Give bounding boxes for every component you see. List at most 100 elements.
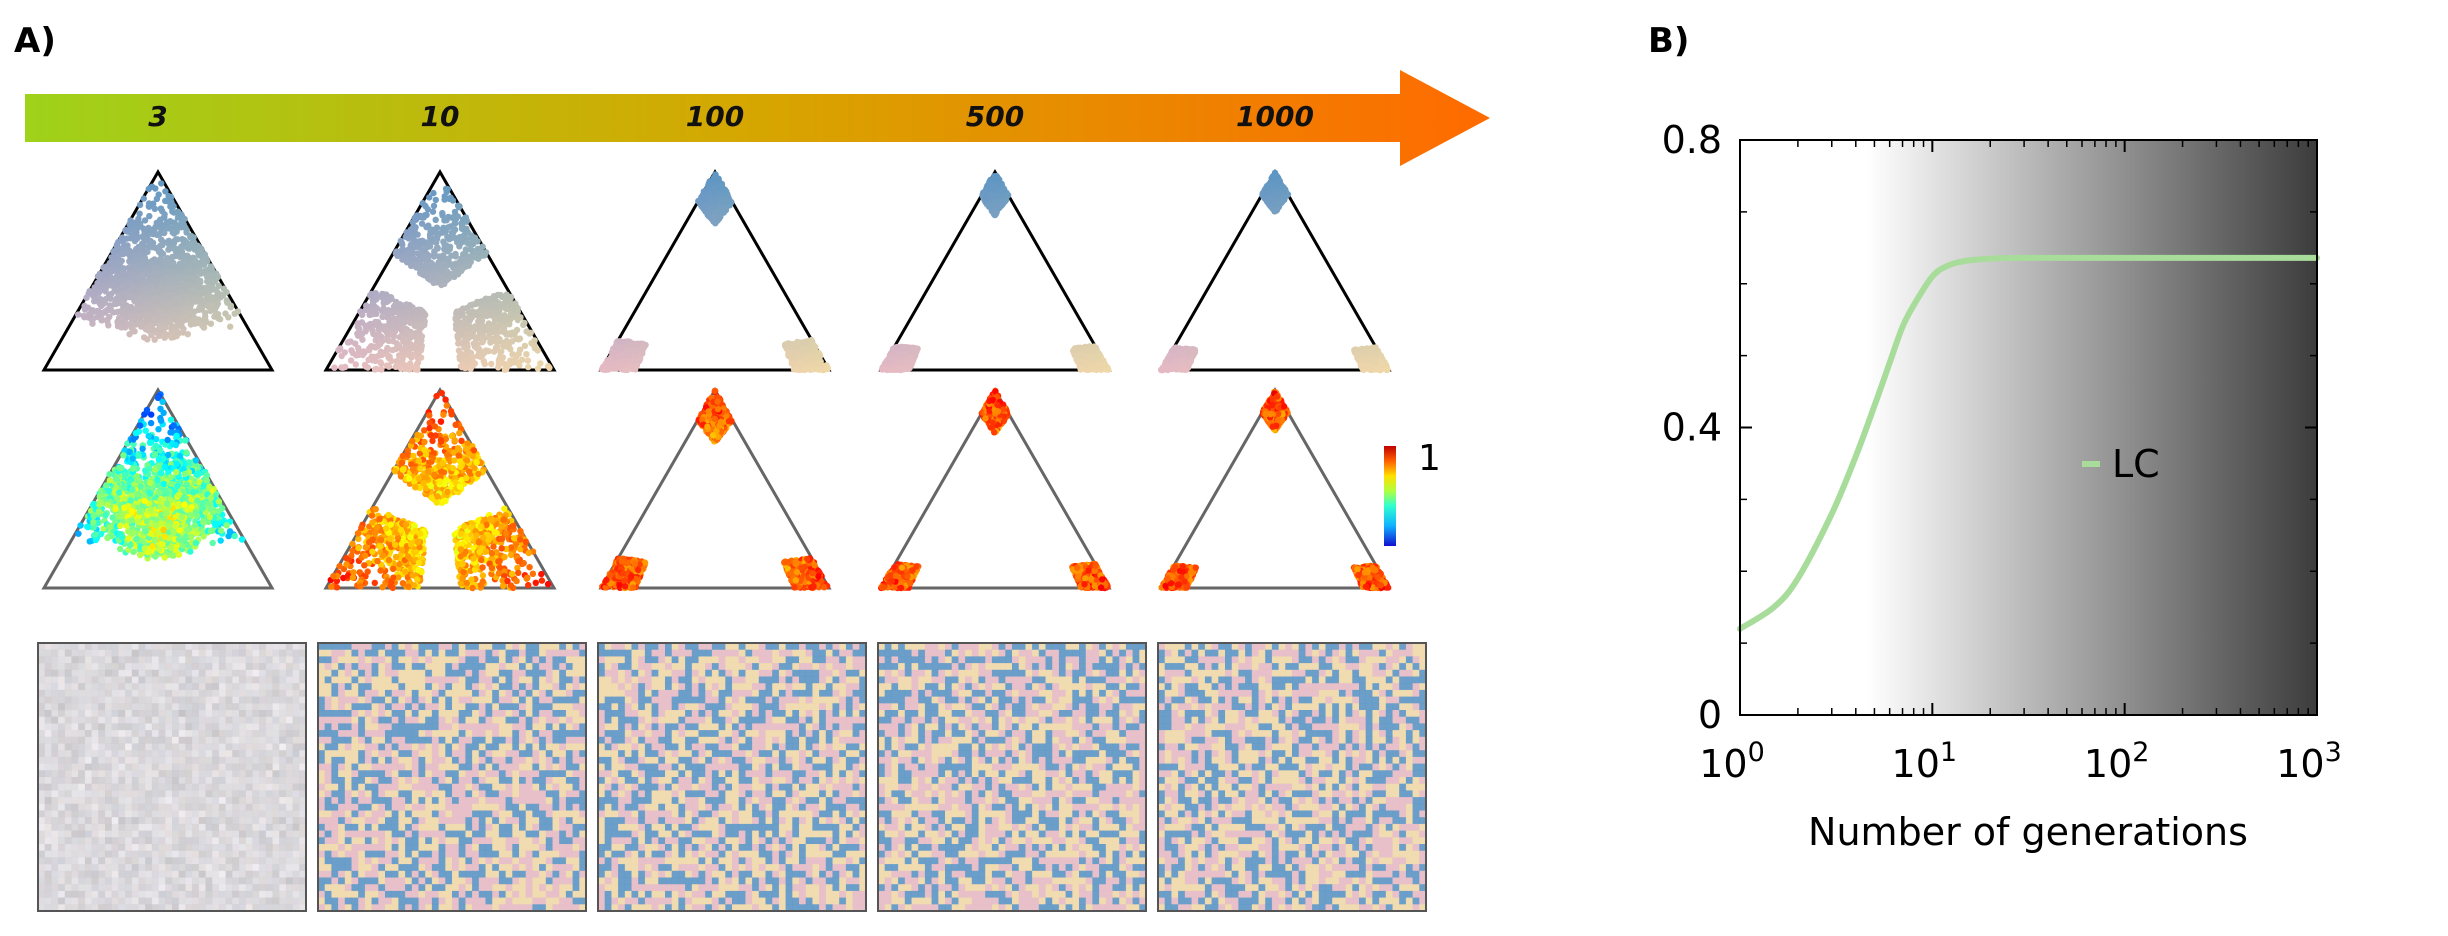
simplex-point [486, 325, 492, 331]
simplex-point [516, 362, 522, 368]
simplex-point [378, 333, 384, 339]
simplex-point [894, 344, 900, 350]
simplex-point [196, 297, 202, 303]
simplex-point [472, 254, 478, 260]
simplex-point [462, 217, 468, 223]
simplex-point [492, 317, 498, 323]
simplex-point [535, 365, 541, 371]
simplex-point [187, 305, 193, 311]
simplex-point [399, 256, 405, 262]
simplex-point [463, 337, 469, 343]
simplex-point [213, 311, 219, 317]
simplex-point [468, 366, 474, 372]
simplex-point [470, 354, 476, 360]
simplex-point [164, 304, 170, 310]
simplex-point [408, 333, 414, 339]
simplex-point [439, 210, 445, 216]
simplex-point [454, 334, 460, 340]
simplex-point [158, 180, 164, 186]
simplex-point [201, 268, 207, 274]
simplex-panel [599, 171, 831, 373]
simplex-point [129, 234, 135, 240]
generation-label: 10 [421, 100, 460, 133]
simplex-point [433, 197, 439, 203]
simplex-point [908, 360, 914, 366]
simplex-point [442, 261, 448, 267]
simplex-point [185, 300, 191, 306]
simplex-point [389, 332, 395, 338]
simplex-point [616, 352, 622, 358]
simplex-point [156, 271, 162, 277]
simplex-point [461, 257, 467, 263]
simplex-point [417, 334, 423, 340]
simplex-point [174, 236, 180, 242]
simplex-point [75, 311, 81, 317]
simplex-point [445, 214, 451, 220]
simplex-point [485, 348, 491, 354]
simplex-point [531, 337, 537, 343]
simplex-point [1075, 345, 1081, 351]
simplex-point [1079, 359, 1085, 365]
simplex-point [789, 360, 795, 366]
simplex-point [633, 348, 639, 354]
simplex-point [101, 300, 107, 306]
simplex-point [425, 255, 431, 261]
simplex-panel [44, 172, 272, 370]
simplex-point [382, 292, 388, 298]
simplex-point [496, 338, 502, 344]
simplex-point [137, 297, 143, 303]
simplex-point [799, 347, 805, 353]
simplex-point [426, 194, 432, 200]
simplex-point [623, 361, 629, 367]
simplex-point [469, 310, 475, 316]
simplex-point [523, 328, 529, 334]
simplex-point [153, 265, 159, 271]
simplex-point [466, 331, 472, 337]
simplex-point [456, 204, 462, 210]
simplex-point [139, 234, 145, 240]
simplex-point [454, 317, 460, 323]
simplex-point [480, 323, 486, 329]
simplex-point [459, 328, 465, 334]
simplex-point [427, 228, 433, 234]
simplex-point [428, 235, 434, 241]
simplex-point [795, 341, 801, 347]
simplex-point [901, 346, 907, 352]
simplex-point [618, 365, 624, 371]
simplex-point [105, 322, 111, 328]
simplex-point [504, 296, 510, 302]
simplex-point [433, 276, 439, 282]
simplex-point [373, 337, 379, 343]
simplex-point [197, 283, 203, 289]
simplex-point [379, 352, 385, 358]
simplex-point [173, 246, 179, 252]
simplex-point [443, 277, 449, 283]
simplex-point [189, 276, 195, 282]
simplex-point [140, 247, 146, 253]
simplex-point [180, 307, 186, 313]
simplex-point [523, 351, 529, 357]
simplex-point [617, 344, 623, 350]
simplex-point [454, 260, 460, 266]
simplex-point [170, 330, 176, 336]
simplex-point [434, 233, 440, 239]
simplex-point [697, 199, 703, 205]
simplex-point [632, 364, 638, 370]
simplex-point [133, 266, 139, 272]
simplex-point [383, 327, 389, 333]
simplex-point [374, 305, 380, 311]
simplex-point [224, 297, 230, 303]
simplex-point [441, 196, 447, 202]
simplex-panel [1158, 170, 1391, 373]
generation-label: 500 [966, 100, 1024, 133]
simplex-point [137, 202, 143, 208]
simplex-point [198, 305, 204, 311]
simplex-point [449, 232, 455, 238]
simplex-point [140, 312, 146, 318]
simplex-point [122, 227, 128, 233]
simplex-point [501, 328, 507, 334]
simplex-point [156, 191, 162, 197]
simplex-point [169, 200, 175, 206]
simplex-point [188, 233, 194, 239]
